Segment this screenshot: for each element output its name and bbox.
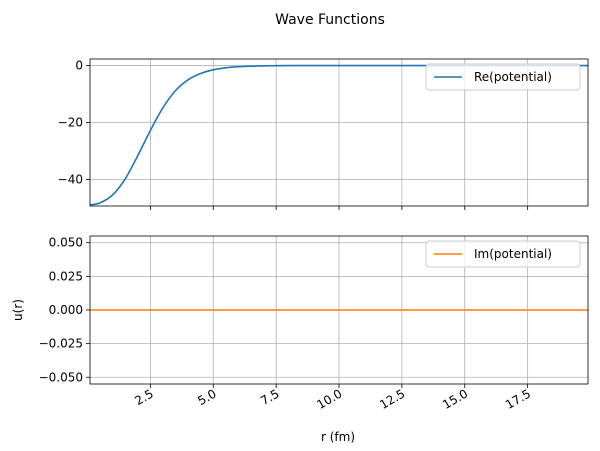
- series-line-re-potential: [90, 64, 588, 206]
- x-tick-label: 7.5: [258, 386, 282, 408]
- figure-title: Wave Functions: [275, 12, 385, 28]
- legend-label: Im(potential): [474, 247, 552, 261]
- x-tick-label: 15.0: [440, 386, 470, 411]
- y-tick-label: −0.025: [39, 337, 83, 351]
- y-tick-label: 0.050: [49, 236, 83, 250]
- y-tick-label: −40: [58, 173, 83, 187]
- y-tick-label: 0: [75, 59, 83, 73]
- x-tick-label: 2.5: [132, 386, 156, 408]
- legend-box: [425, 240, 581, 268]
- legend-box: [425, 63, 581, 91]
- legend: Im(potential): [425, 240, 581, 268]
- legend: Re(potential): [425, 63, 581, 91]
- top-subplot: 0 −20 −40 Re(potential): [58, 59, 589, 210]
- legend-label: Re(potential): [474, 70, 552, 84]
- x-tick-label: 5.0: [195, 386, 219, 408]
- y-tick-label: 0.000: [49, 303, 83, 317]
- y-tick-label: −20: [58, 116, 83, 130]
- x-tick-label: 12.5: [377, 386, 407, 411]
- y-tick-label: 0.025: [49, 269, 83, 283]
- x-tick-label: 17.5: [503, 386, 533, 411]
- y-axis-label: u(r): [11, 299, 25, 321]
- x-axis-label: r (fm): [321, 430, 355, 444]
- bottom-subplot: 2.5 5.0 7.5 10.0 12.5 15.0 17.5 0.050 0.025 0.000…: [39, 235, 589, 412]
- y-tick-label: −0.050: [39, 370, 83, 384]
- x-tick-label: 10.0: [314, 386, 344, 411]
